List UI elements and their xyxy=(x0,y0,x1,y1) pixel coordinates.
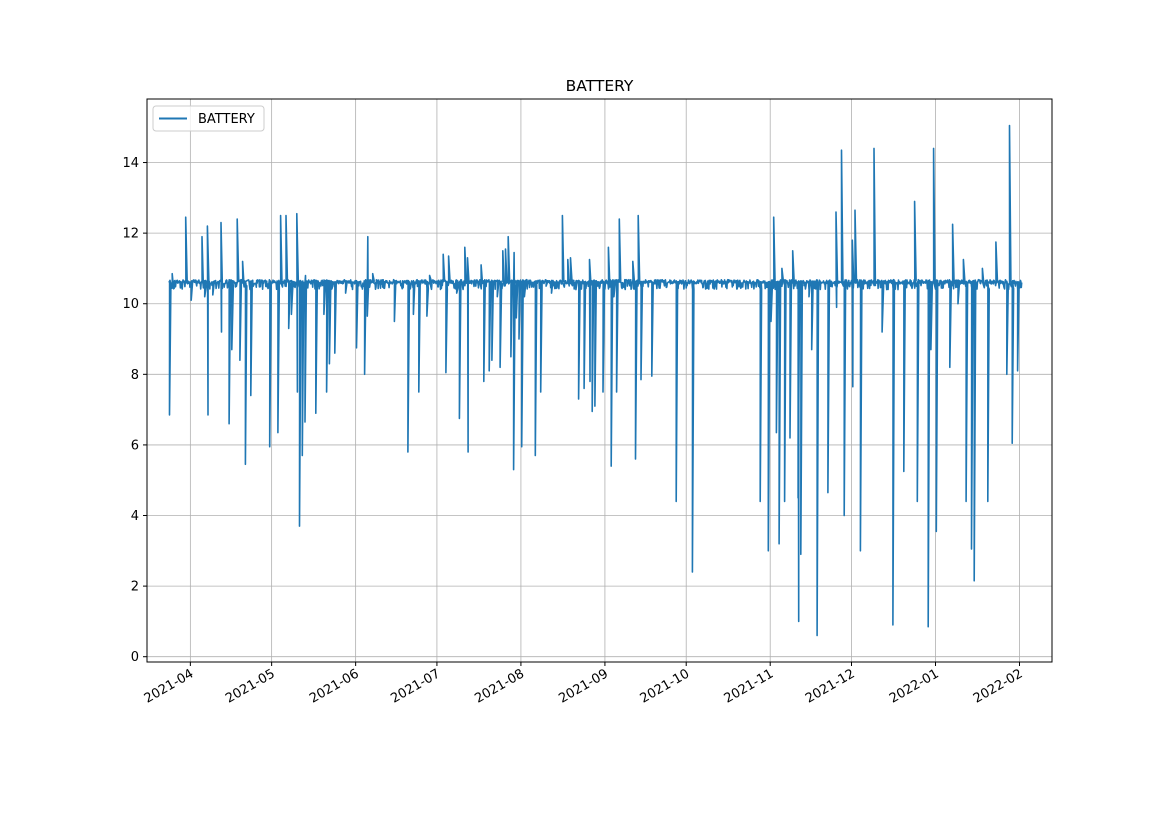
y-axis-ticks: 0 2 4 6 8 10 12 14 xyxy=(122,156,147,665)
y-tick-label: 14 xyxy=(122,156,139,171)
grid-lines xyxy=(147,99,1052,662)
y-tick-label: 6 xyxy=(131,438,139,453)
y-tick-label: 10 xyxy=(122,297,139,312)
series-battery-line xyxy=(168,124,1023,637)
legend: BATTERY xyxy=(152,105,265,132)
y-tick-label: 8 xyxy=(131,368,139,383)
y-tick-label: 0 xyxy=(131,650,139,665)
y-tick-label: 2 xyxy=(131,580,139,595)
chart-title: BATTERY xyxy=(566,77,634,95)
y-tick-label: 12 xyxy=(122,227,139,242)
axes-frame xyxy=(146,98,1053,663)
legend-box xyxy=(152,105,265,132)
y-tick-label: 4 xyxy=(131,509,139,524)
series-battery-layer xyxy=(168,124,1023,637)
legend-label-battery: BATTERY xyxy=(198,112,255,127)
